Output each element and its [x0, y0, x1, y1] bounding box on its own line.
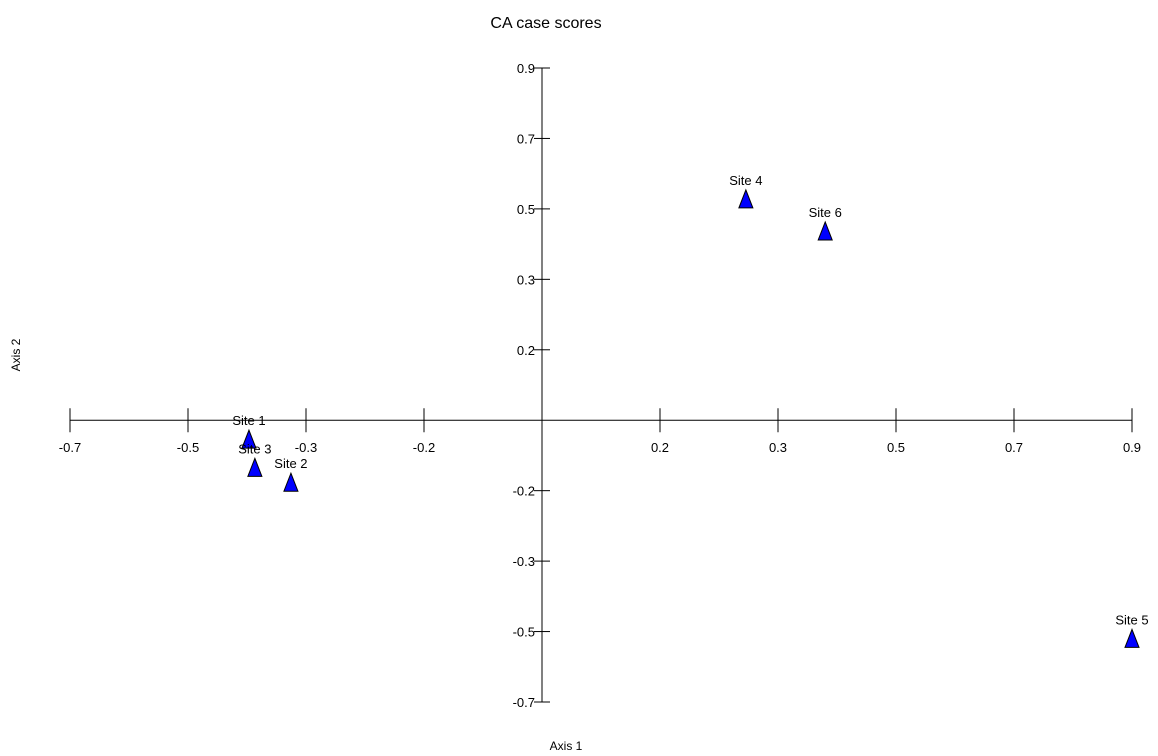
y-tick-label: -0.3: [513, 554, 535, 569]
point: [283, 471, 299, 492]
point-label: Site 1: [232, 413, 265, 428]
point: [1124, 628, 1140, 648]
x-tick-label: -0.5: [177, 440, 199, 455]
y-tick-label: -0.7: [513, 695, 535, 710]
y-tick-label: 0.5: [517, 202, 535, 217]
x-tick-label: 0.3: [769, 440, 787, 455]
x-tick-label: -0.2: [413, 440, 435, 455]
point-label: Site 2: [274, 456, 307, 471]
point-label: Site 5: [1115, 612, 1148, 627]
point: [241, 428, 257, 449]
point-label: Site 6: [809, 205, 842, 220]
point: [738, 188, 754, 209]
y-tick-label: -0.5: [513, 625, 535, 640]
y-tick-label: 0.9: [517, 61, 535, 76]
point-label: Site 4: [729, 173, 762, 188]
point: [817, 220, 833, 241]
y-tick-label: 0.2: [517, 343, 535, 358]
x-tick-label: 0.9: [1123, 440, 1141, 455]
x-tick-label: -0.7: [59, 440, 81, 455]
point: [247, 456, 263, 477]
y-tick-label: -0.2: [513, 484, 535, 499]
x-tick-label: 0.7: [1005, 440, 1023, 455]
x-tick-label: 0.5: [887, 440, 905, 455]
y-axis-label: Axis 2: [9, 338, 23, 371]
x-tick-label: -0.3: [295, 440, 317, 455]
x-tick-label: 0.2: [651, 440, 669, 455]
chart-title: CA case scores: [490, 15, 601, 32]
y-tick-label: 0.7: [517, 131, 535, 146]
y-tick-label: 0.3: [517, 272, 535, 287]
x-axis-label: Axis 1: [550, 739, 583, 753]
point-label: Site 3: [238, 441, 271, 456]
